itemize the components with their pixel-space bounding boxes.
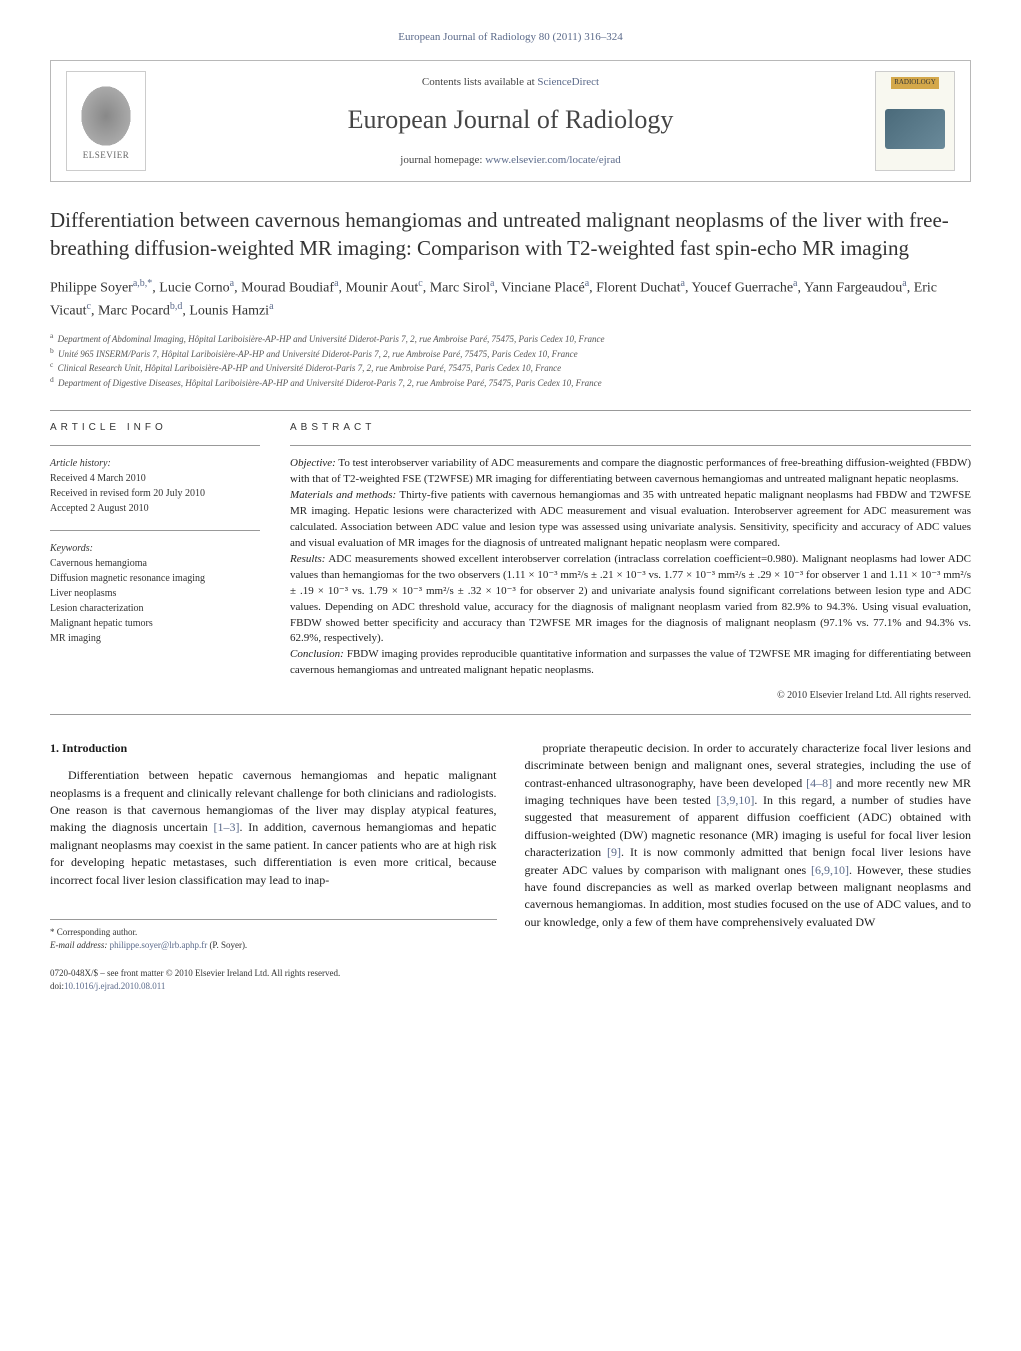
keyword: Cavernous hemangioma bbox=[50, 556, 260, 571]
abstract-heading: abstract bbox=[290, 421, 971, 436]
author-email-link[interactable]: philippe.soyer@lrb.aphp.fr bbox=[110, 940, 208, 950]
abstract-copyright: © 2010 Elsevier Ireland Ltd. All rights … bbox=[290, 689, 971, 704]
ref-link[interactable]: [1–3] bbox=[214, 820, 240, 834]
abstract-results: Results: ADC measurements showed excelle… bbox=[290, 552, 971, 648]
divider bbox=[50, 410, 971, 411]
body-column-right: propriate therapeutic decision. In order… bbox=[525, 740, 972, 952]
sciencedirect-link[interactable]: ScienceDirect bbox=[537, 76, 599, 88]
ref-link[interactable]: [6,9,10] bbox=[811, 863, 849, 877]
keyword: Diffusion magnetic resonance imaging bbox=[50, 571, 260, 586]
abstract-objective: Objective: To test interobserver variabi… bbox=[290, 456, 971, 488]
homepage-link[interactable]: www.elsevier.com/locate/ejrad bbox=[485, 154, 621, 166]
history-line: Accepted 2 August 2010 bbox=[50, 501, 260, 516]
ref-link[interactable]: [4–8] bbox=[806, 776, 832, 790]
abstract: abstract Objective: To test interobserve… bbox=[290, 421, 971, 704]
affiliations: a Department of Abdominal Imaging, Hôpit… bbox=[50, 331, 971, 389]
history-line: Received 4 March 2010 bbox=[50, 471, 260, 486]
journal-homepage: journal homepage: www.elsevier.com/locat… bbox=[166, 153, 855, 168]
page-footer: 0720-048X/$ – see front matter © 2010 El… bbox=[50, 967, 971, 992]
abstract-conclusion: Conclusion: FBDW imaging provides reprod… bbox=[290, 647, 971, 679]
author-list: Philippe Soyera,b,*, Lucie Cornoa, Moura… bbox=[50, 276, 971, 321]
keyword: Liver neoplasms bbox=[50, 586, 260, 601]
journal-name: European Journal of Radiology bbox=[166, 102, 855, 138]
ref-link[interactable]: [3,9,10] bbox=[716, 793, 754, 807]
divider bbox=[50, 714, 971, 715]
article-info-sidebar: article info Article history: Received 4… bbox=[50, 421, 260, 704]
keywords-label: Keywords: bbox=[50, 541, 260, 556]
journal-banner: ELSEVIER Contents lists available at Sci… bbox=[50, 60, 971, 182]
running-header: European Journal of Radiology 80 (2011) … bbox=[50, 30, 971, 45]
abstract-materials: Materials and methods: Thirty-five patie… bbox=[290, 488, 971, 552]
contents-available: Contents lists available at ScienceDirec… bbox=[166, 75, 855, 90]
article-title: Differentiation between cavernous hemang… bbox=[50, 207, 971, 262]
ref-link[interactable]: [9] bbox=[607, 845, 621, 859]
history-label: Article history: bbox=[50, 456, 260, 471]
article-info-heading: article info bbox=[50, 421, 260, 435]
keyword: Lesion characterization bbox=[50, 601, 260, 616]
elsevier-tree-icon: ELSEVIER bbox=[81, 86, 131, 162]
doi-link[interactable]: 10.1016/j.ejrad.2010.08.011 bbox=[64, 981, 165, 991]
intro-paragraph-right: propriate therapeutic decision. In order… bbox=[525, 740, 972, 931]
publisher-logo-box: ELSEVIER bbox=[66, 71, 146, 171]
history-line: Received in revised form 20 July 2010 bbox=[50, 486, 260, 501]
journal-cover-thumbnail: RADIOLOGY bbox=[875, 71, 955, 171]
body-column-left: 1. Introduction Differentiation between … bbox=[50, 740, 497, 952]
section-heading-introduction: 1. Introduction bbox=[50, 740, 497, 757]
keyword: Malignant hepatic tumors bbox=[50, 616, 260, 631]
cover-image-icon bbox=[885, 109, 945, 149]
intro-paragraph-left: Differentiation between hepatic cavernou… bbox=[50, 767, 497, 889]
corresponding-author-footnote: * Corresponding author. E-mail address: … bbox=[50, 919, 497, 952]
keyword: MR imaging bbox=[50, 631, 260, 646]
